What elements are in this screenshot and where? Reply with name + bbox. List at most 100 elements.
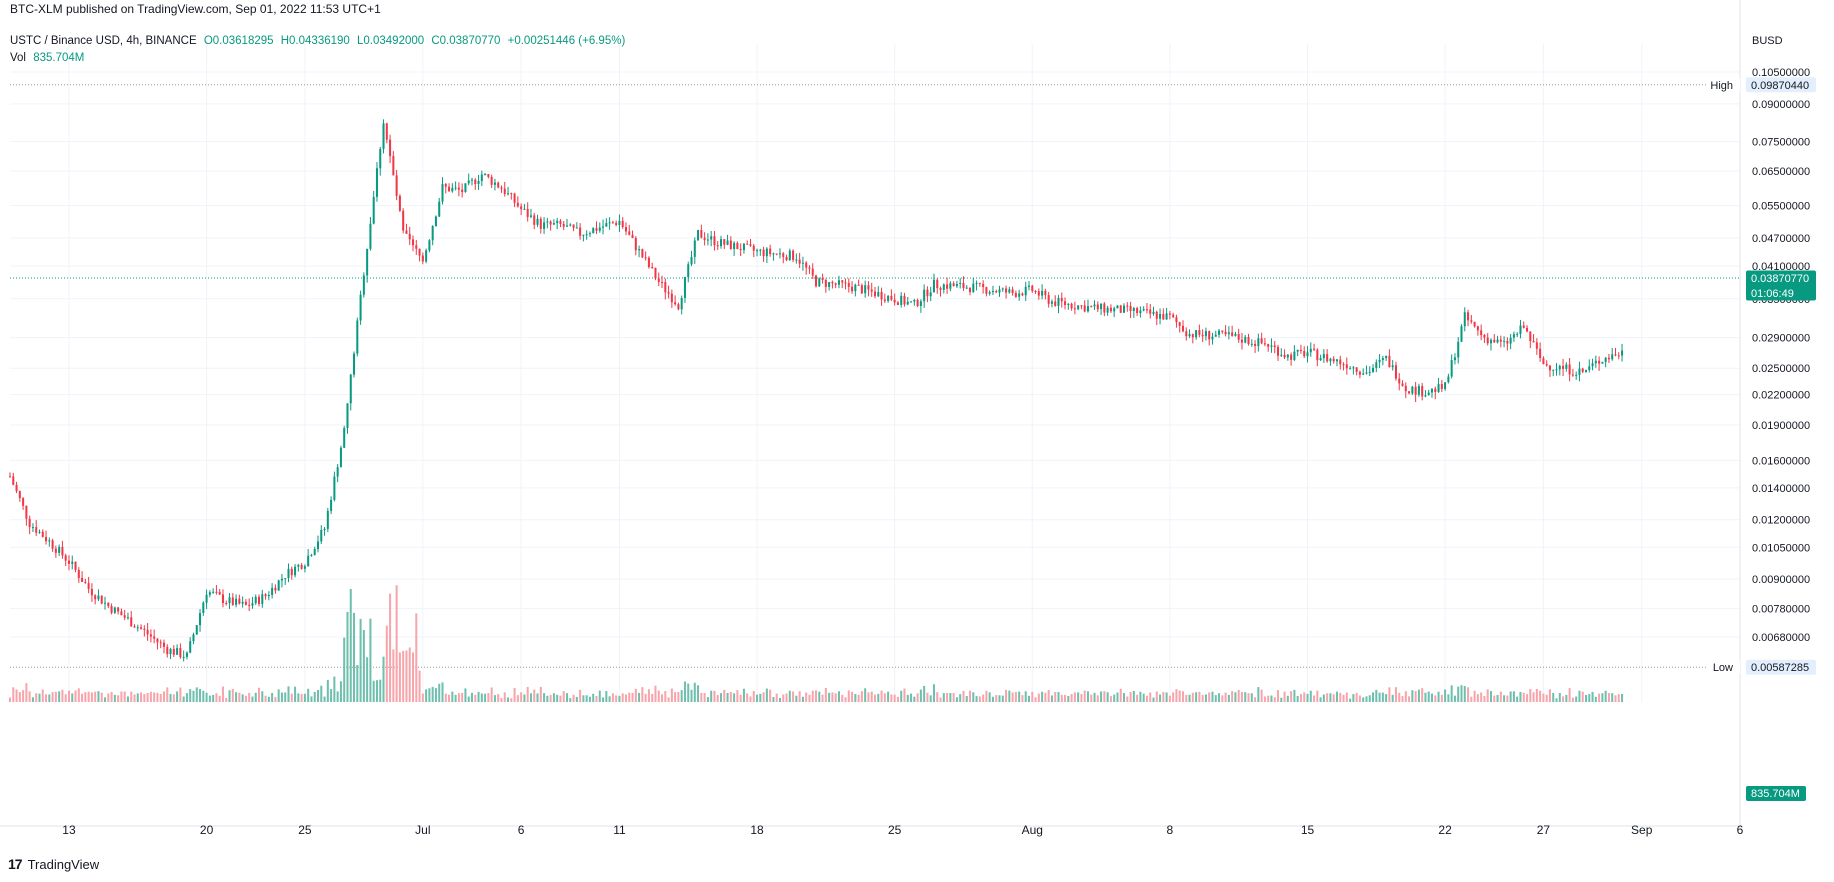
candle-body <box>353 353 356 375</box>
volume-bar <box>1614 695 1617 702</box>
candle-body <box>1064 301 1067 306</box>
volume-bar <box>1437 691 1440 702</box>
volume-bar <box>936 692 939 702</box>
candle-body <box>883 299 886 301</box>
candle-body <box>756 250 759 252</box>
candle-body <box>1257 338 1260 347</box>
candle-body <box>1391 365 1394 368</box>
legend-volume[interactable]: Vol 835.704M <box>10 52 88 64</box>
candle-body <box>988 292 991 294</box>
candle-body <box>451 187 454 192</box>
volume-bar <box>1103 691 1106 702</box>
volume-bar <box>513 687 516 702</box>
volume-bar <box>428 688 431 702</box>
volume-bar <box>1447 694 1450 702</box>
volume-bar <box>1309 690 1312 702</box>
volume-bar <box>1375 689 1378 702</box>
volume-bar <box>500 698 503 702</box>
candle-body <box>769 248 772 255</box>
volume-bar <box>434 688 437 702</box>
volume-bar <box>67 690 70 702</box>
volume-bar <box>1601 693 1604 702</box>
volume-bar <box>248 692 251 702</box>
volume-bar <box>320 685 323 702</box>
volume-bar <box>769 689 772 702</box>
tradingview-footer[interactable]: 17 TradingView <box>8 856 99 872</box>
volume-bar <box>1522 692 1525 702</box>
volume-bar <box>782 694 785 702</box>
volume-bar <box>726 692 729 702</box>
volume-bar <box>1198 691 1201 702</box>
time-tick-label: 18 <box>750 823 764 837</box>
candle-body <box>113 607 116 613</box>
time-axis[interactable]: 13 20 25 Jul 6 11 18 25 Aug 8 15 22 27 Sep 6 <box>62 823 1743 837</box>
volume-bar <box>185 693 188 702</box>
volume-bar <box>1227 694 1230 702</box>
volume-bar <box>1352 694 1355 702</box>
volume-bar <box>1080 694 1083 702</box>
volume-bar <box>733 693 736 702</box>
volume-bar <box>1168 695 1171 702</box>
candle-body <box>1309 348 1312 353</box>
candle-body <box>1450 360 1453 377</box>
volume-bar <box>1306 693 1309 702</box>
volume-bar <box>192 690 195 702</box>
candle-body <box>1578 368 1581 375</box>
candle-body <box>1155 311 1158 319</box>
volume-bar <box>31 697 34 702</box>
marker-tag-label: High <box>1710 80 1733 92</box>
volume-bar <box>1427 691 1430 702</box>
candle-body <box>1509 337 1512 344</box>
time-tick-label: 22 <box>1438 823 1452 837</box>
volume-bar <box>1070 694 1073 702</box>
candle-body <box>624 227 628 232</box>
volume-bar <box>543 693 546 702</box>
candle-body <box>1417 386 1420 395</box>
candle-body <box>631 234 634 238</box>
volume-bar <box>1381 692 1384 702</box>
volume-bar <box>972 692 975 702</box>
marker-lines <box>10 84 1740 668</box>
candle-body <box>1489 339 1493 344</box>
volume-bar <box>1562 696 1565 702</box>
candle-body <box>290 568 293 576</box>
legend-ohlc[interactable]: USTC / Binance USD, 4h, BINANCE O0.03618… <box>10 35 629 47</box>
candle-body <box>1014 293 1017 297</box>
volume-bar <box>507 697 510 702</box>
volume-bar <box>182 696 185 702</box>
candle-body <box>1172 314 1175 318</box>
candle-body <box>38 531 41 533</box>
candle-body <box>208 592 211 595</box>
volume-bar <box>661 694 664 702</box>
time-tick-label: 6 <box>518 823 525 837</box>
candle-body <box>81 577 84 582</box>
candle-body <box>1122 305 1126 313</box>
volume-bar <box>1486 689 1489 702</box>
candle-body <box>228 597 231 604</box>
candle-body <box>1381 358 1384 360</box>
price-axis[interactable]: 0.10500000 0.09000000 0.07500000 0.06500000… <box>1752 67 1810 644</box>
volume-bar <box>493 695 496 702</box>
volume-bar <box>546 695 549 702</box>
volume-bar <box>1054 692 1057 702</box>
volume-bar <box>1313 695 1316 702</box>
candle-body <box>41 531 44 537</box>
volume-bar <box>477 691 480 702</box>
candle-body <box>529 215 532 217</box>
candle-body <box>539 218 542 229</box>
volume-bar <box>1349 698 1352 702</box>
volume-bar <box>1584 694 1588 702</box>
volume-bar <box>464 688 467 702</box>
volume-bar <box>965 696 968 702</box>
volume-bar <box>408 647 411 702</box>
candle-body <box>1018 293 1021 297</box>
volume-bar <box>893 694 896 702</box>
ohlc-change: +0.00251446 (+6.95%) <box>507 35 626 47</box>
candle-body <box>349 374 352 404</box>
volume-bar <box>359 618 362 702</box>
volume-bar <box>1342 694 1345 702</box>
volume-bar <box>736 690 739 702</box>
volume-bar <box>176 691 179 702</box>
candle-body <box>713 236 716 246</box>
